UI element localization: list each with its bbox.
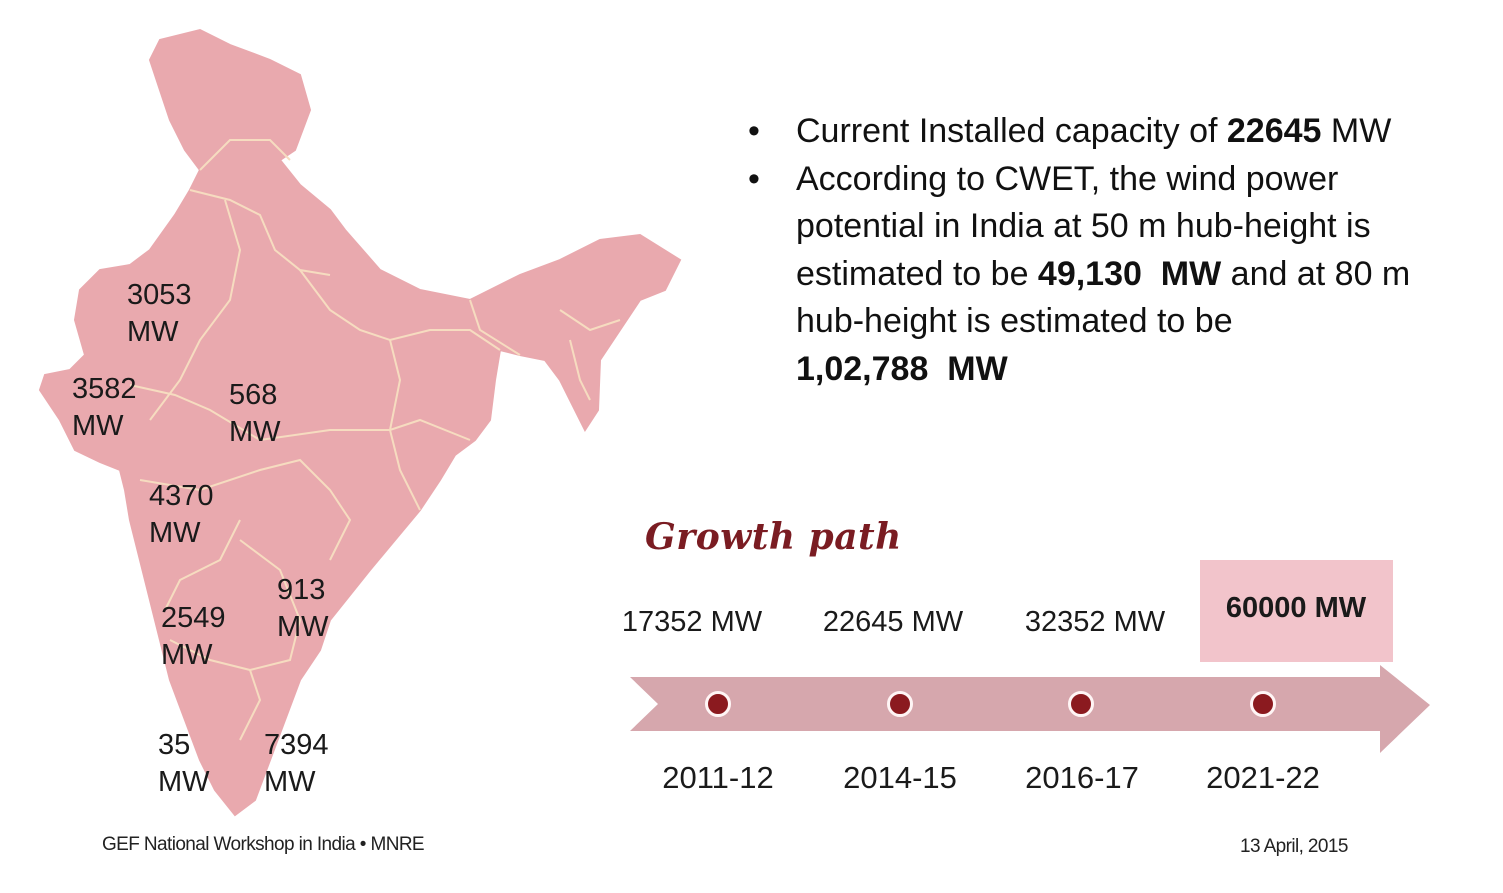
label-value: 568 xyxy=(229,379,278,411)
milestone-value-target: 60000 MW xyxy=(1225,592,1367,624)
milestone-year: 2014-15 xyxy=(843,760,957,795)
bullet-wind-potential: • According to CWET, the wind power pote… xyxy=(748,156,1428,394)
milestone-value: 32352 MW xyxy=(1024,606,1166,638)
state-label-karnataka: 2549 MW xyxy=(161,600,226,674)
bullet-bold-value: 49,130 MW xyxy=(1037,254,1222,293)
target-highlight-box xyxy=(1200,560,1393,662)
label-unit: MW xyxy=(127,316,179,348)
milestone-year: 2021-22 xyxy=(1206,760,1320,795)
milestone-year: 2011-12 xyxy=(662,760,774,795)
bullet-text: Current Installed capacity of xyxy=(796,112,1227,150)
timeline-dot-icon xyxy=(1068,691,1094,717)
label-unit: MW xyxy=(229,416,281,448)
bullet-list: • Current Installed capacity of 22645 MW… xyxy=(748,108,1428,393)
milestone-value: 17352 MW xyxy=(621,606,763,638)
timeline-dot-icon xyxy=(1250,691,1276,717)
footer-date: 13 April, 2015 xyxy=(1240,836,1348,857)
label-value: 3582 xyxy=(72,373,137,405)
state-borders xyxy=(129,139,621,741)
label-unit: MW xyxy=(161,639,213,671)
state-label-kerala: 35 MW xyxy=(158,727,210,801)
milestone-year: 2016-17 xyxy=(1025,760,1139,795)
growth-path-title: Growth path xyxy=(645,516,902,558)
bullet-icon: • xyxy=(748,159,760,198)
label-unit: MW xyxy=(277,611,329,643)
bullet-bold-value: 1,02,788 MW xyxy=(796,349,1008,388)
label-value: 2549 xyxy=(161,602,226,634)
bullet-text: MW xyxy=(1321,112,1392,150)
india-map xyxy=(38,28,682,817)
label-unit: MW xyxy=(149,517,201,549)
label-value: 3053 xyxy=(127,279,192,311)
state-label-madhya-pradesh: 568 MW xyxy=(229,377,281,451)
bullet-text: According to CWET, the wind power potent… xyxy=(796,159,1371,293)
bullet-installed-capacity: • Current Installed capacity of 22645 MW xyxy=(748,108,1428,156)
state-label-maharashtra: 4370 MW xyxy=(149,478,214,552)
footer-event: GEF National Workshop in India • MNRE xyxy=(102,834,425,855)
timeline-dot-icon xyxy=(887,691,913,717)
bullet-text: and at 80 m hub-height is estimated to b… xyxy=(796,254,1411,341)
label-unit: MW xyxy=(72,410,124,442)
label-value: 7394 xyxy=(264,729,329,761)
state-label-andhra-pradesh: 913 MW xyxy=(277,572,329,646)
label-unit: MW xyxy=(264,766,316,798)
state-label-gujarat: 3582 MW xyxy=(72,371,137,445)
state-label-rajasthan: 3053 MW xyxy=(127,277,192,351)
bullet-icon: • xyxy=(748,112,760,150)
timeline-dot-icon xyxy=(705,691,731,717)
label-value: 913 xyxy=(277,574,326,606)
label-value: 35 xyxy=(158,729,191,761)
milestone-value: 22645 MW xyxy=(822,606,964,638)
label-unit: MW xyxy=(158,766,210,798)
state-label-tamil-nadu: 7394 MW xyxy=(264,727,329,801)
bullet-bold-value: 22645 xyxy=(1226,112,1322,150)
label-value: 4370 xyxy=(149,480,214,512)
timeline-arrow xyxy=(630,665,1430,753)
